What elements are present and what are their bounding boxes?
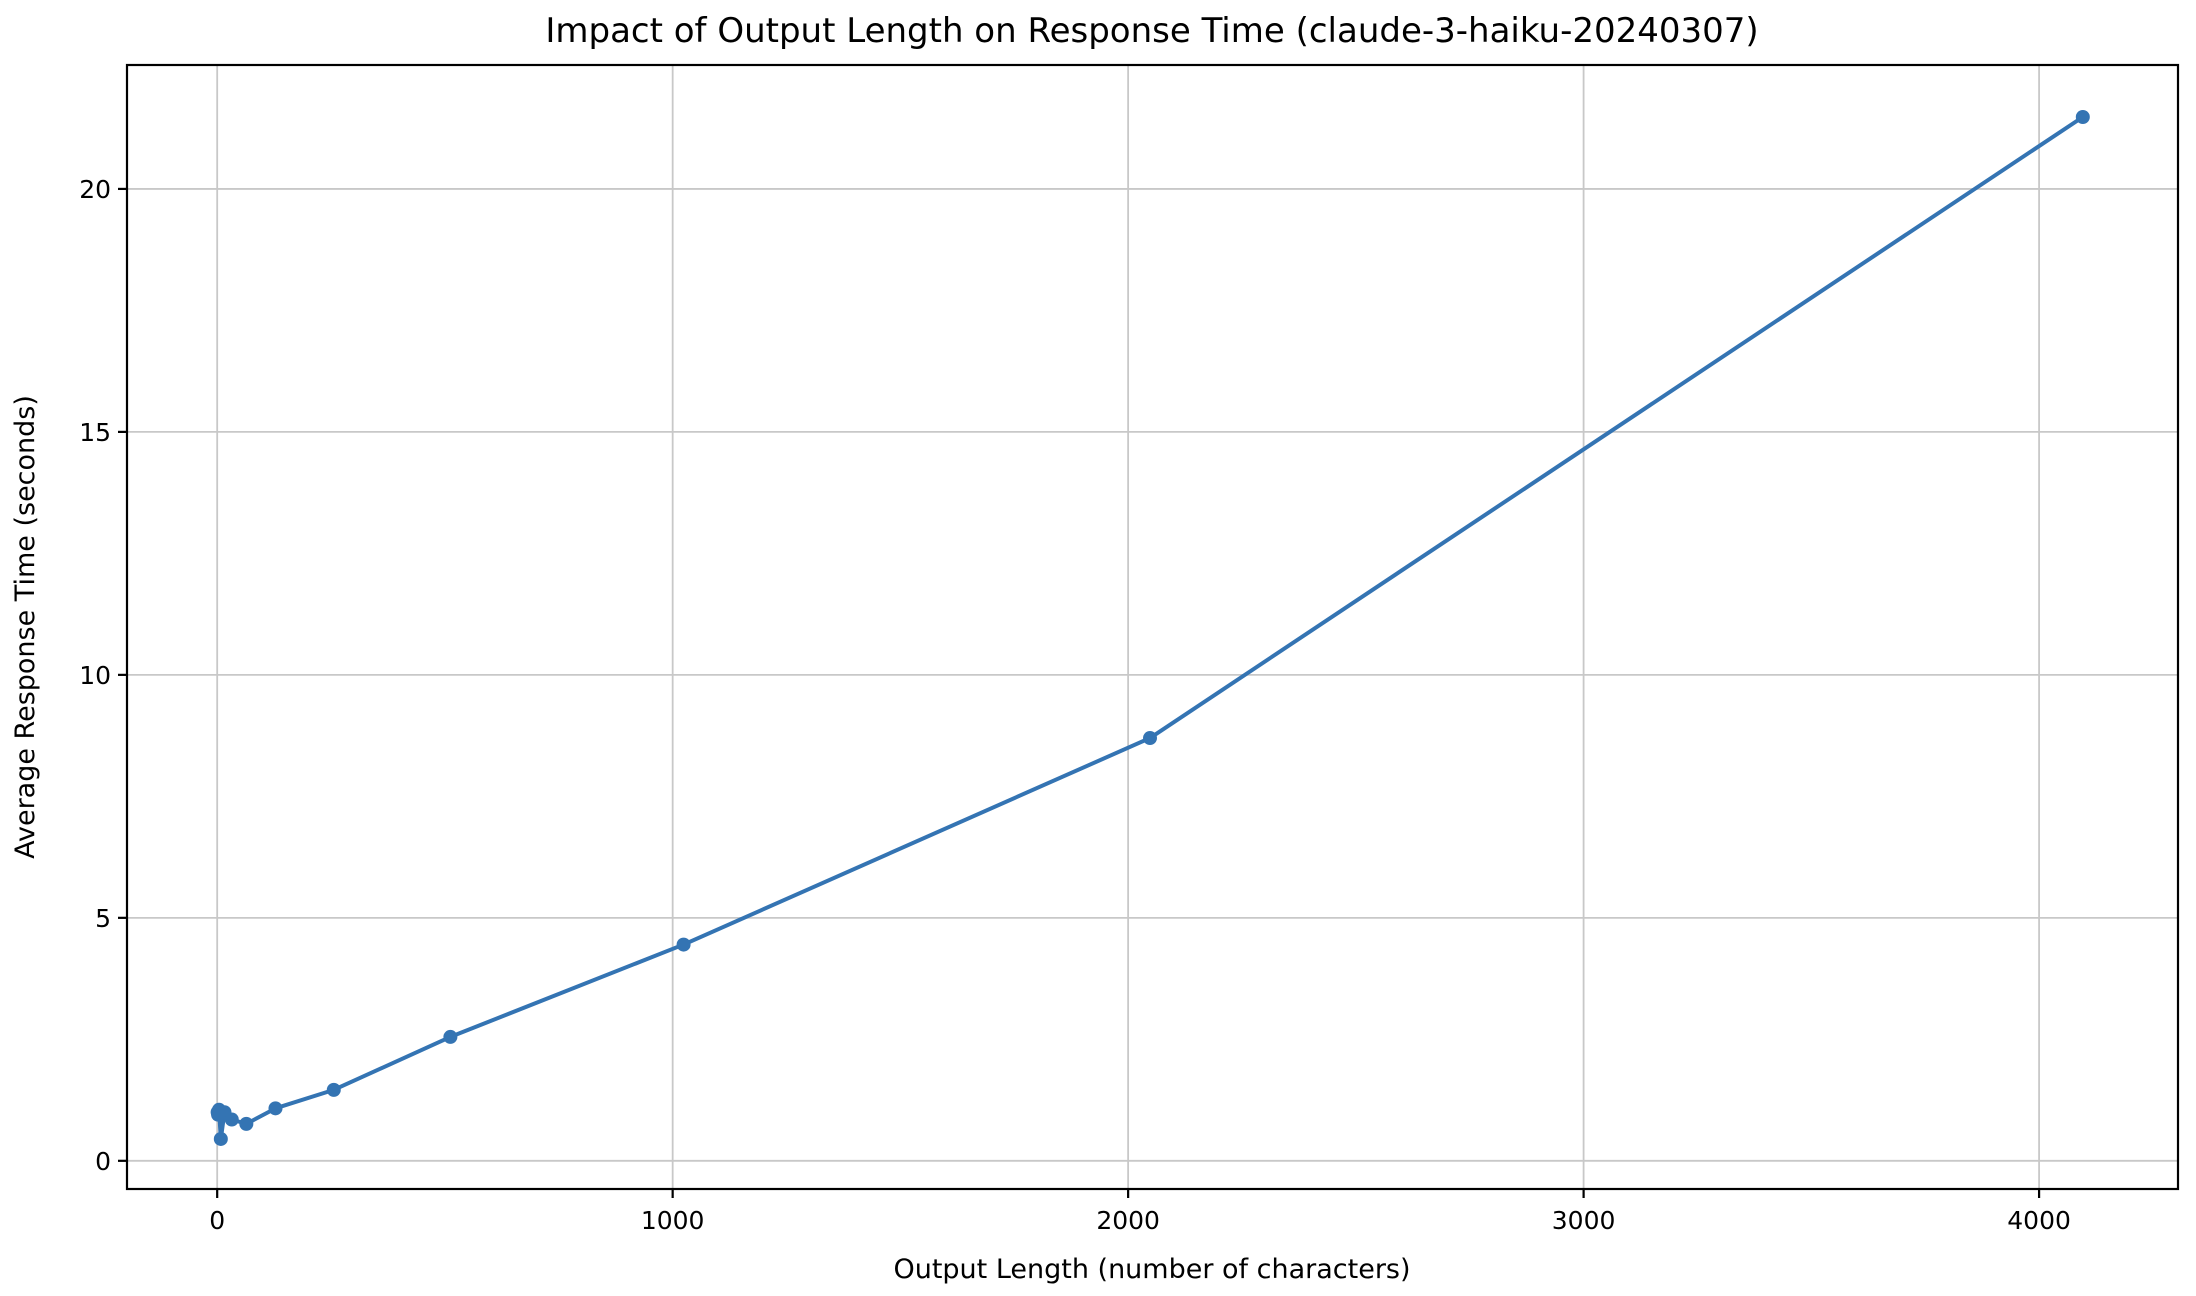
x-axis-label: Output Length (number of characters) <box>893 1254 1410 1285</box>
x-tick-label: 4000 <box>2007 1206 2071 1235</box>
y-axis-label: Average Response Time (seconds) <box>10 395 41 859</box>
series-layer <box>210 109 2090 1146</box>
data-point <box>268 1101 283 1116</box>
data-point <box>326 1082 341 1097</box>
data-point <box>213 1131 228 1146</box>
y-tick-label: 20 <box>79 175 111 204</box>
data-point <box>1142 731 1157 746</box>
x-tick-label: 0 <box>209 1206 225 1235</box>
y-tick-label: 15 <box>79 418 111 447</box>
data-point <box>676 937 691 952</box>
x-tick-label: 2000 <box>1096 1206 1160 1235</box>
y-tick-label: 5 <box>95 904 111 933</box>
x-tick-label: 3000 <box>1552 1206 1616 1235</box>
data-point <box>239 1116 254 1131</box>
chart-title: Impact of Output Length on Response Time… <box>545 11 1758 51</box>
data-point <box>443 1029 458 1044</box>
y-tick-label: 0 <box>95 1147 111 1176</box>
grid-layer <box>127 65 2178 1189</box>
plot-border <box>125 63 2180 1191</box>
tick-layer: 0 1000 2000 3000 4000 0 5 10 15 20 <box>79 175 2071 1235</box>
data-point <box>224 1112 239 1127</box>
data-point <box>2075 109 2090 124</box>
y-tick-label: 10 <box>79 661 111 690</box>
data-line <box>215 114 2085 1141</box>
x-tick-label: 1000 <box>641 1206 705 1235</box>
